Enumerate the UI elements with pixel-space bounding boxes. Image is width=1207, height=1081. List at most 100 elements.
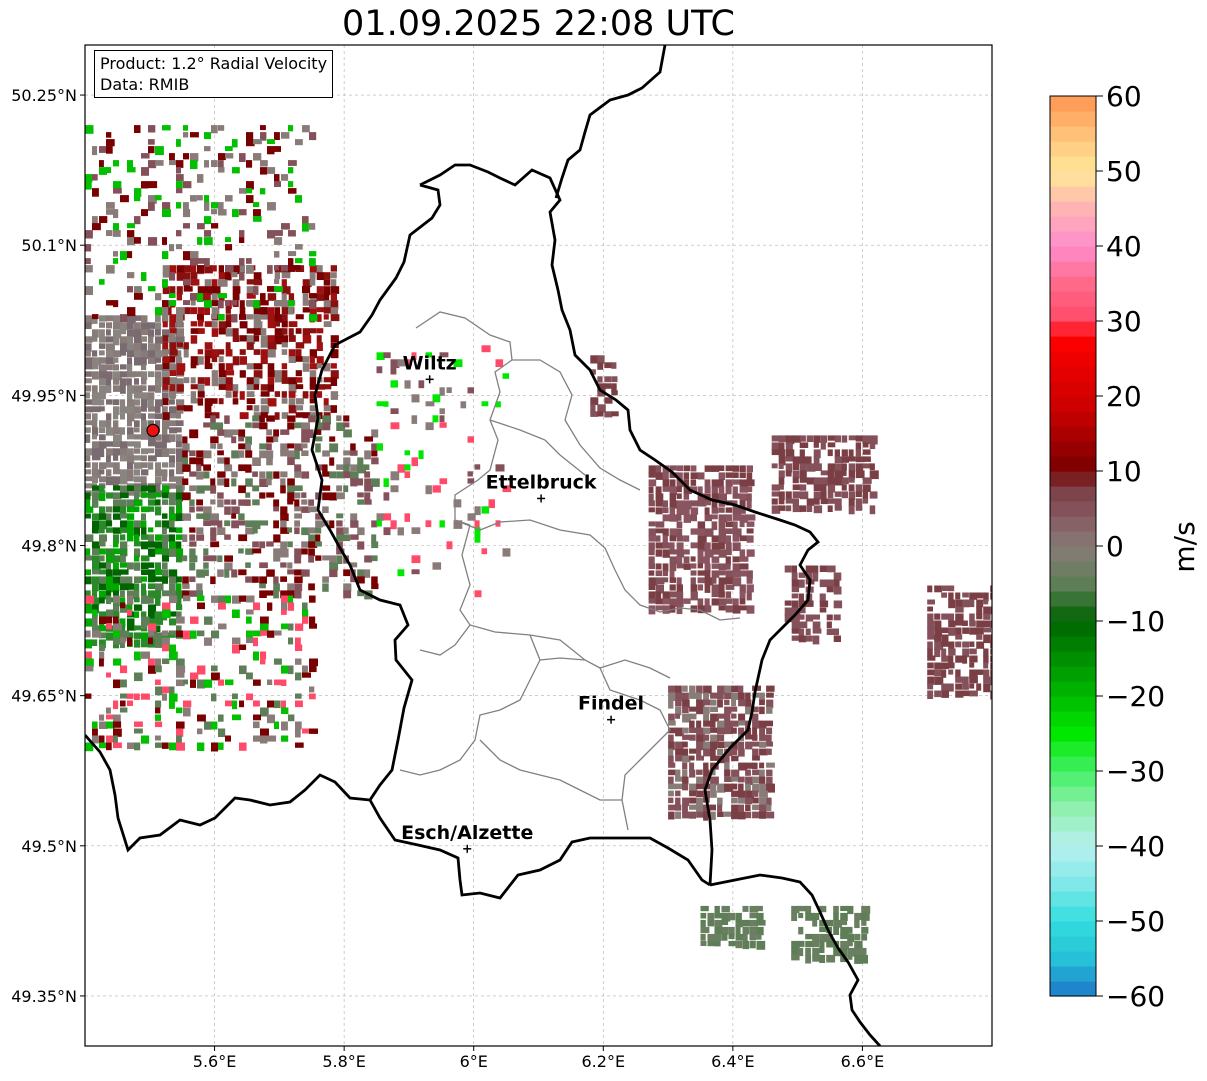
- echo-cell: [689, 797, 698, 804]
- echo-cell: [717, 734, 725, 742]
- echo-cell: [309, 279, 316, 286]
- echo-cell: [364, 450, 371, 460]
- echo-cell: [176, 420, 184, 426]
- echo-cell: [106, 167, 112, 173]
- echo-cell: [218, 314, 225, 321]
- echo-cell: [376, 520, 382, 527]
- echo-cell: [246, 335, 256, 345]
- echo-cell: [316, 335, 322, 343]
- echo-cell: [106, 146, 113, 154]
- echo-cell: [812, 912, 820, 920]
- echo-cell: [92, 597, 100, 605]
- echo-cell: [274, 146, 281, 152]
- echo-cell: [302, 665, 308, 674]
- echo-cell: [662, 500, 668, 508]
- echo-cell: [791, 947, 799, 957]
- echo-cell: [294, 471, 301, 478]
- echo-cell: [239, 300, 245, 309]
- echo-cell: [725, 556, 731, 566]
- echo-cell: [176, 616, 185, 624]
- echo-cell: [92, 223, 101, 231]
- echo-cell: [791, 614, 800, 624]
- echo-cell: [731, 727, 737, 734]
- echo-cell: [141, 392, 149, 401]
- echo-cell: [218, 272, 228, 280]
- echo-cell: [148, 371, 155, 378]
- echo-cell: [826, 565, 836, 573]
- echo-cell: [728, 933, 735, 940]
- echo-cell: [371, 534, 377, 544]
- echo-cell: [106, 329, 111, 336]
- echo-cell: [211, 349, 220, 358]
- echo-cell: [176, 462, 183, 471]
- echo-cell: [155, 476, 162, 485]
- echo-cell: [704, 514, 712, 522]
- echo-cell: [805, 940, 815, 948]
- echo-cell: [162, 434, 171, 443]
- colorbar-swatch: [1050, 621, 1096, 637]
- echo-cell: [330, 272, 337, 279]
- echo-cell: [231, 513, 237, 519]
- echo-cell: [127, 462, 134, 470]
- echo-cell: [350, 520, 359, 528]
- echo-cell: [190, 363, 197, 369]
- echo-cell: [724, 783, 733, 792]
- echo-cell: [113, 300, 119, 308]
- colorbar-swatch: [1050, 546, 1096, 562]
- echo-cell: [231, 429, 239, 436]
- echo-cell: [197, 237, 203, 245]
- colorbar-swatch: [1050, 246, 1096, 262]
- echo-cell: [668, 734, 674, 743]
- echo-cell: [260, 335, 268, 343]
- echo-cell: [301, 541, 310, 548]
- echo-cell: [113, 611, 120, 618]
- echo-cell: [218, 384, 228, 390]
- echo-cell: [155, 639, 164, 648]
- colorbar-swatch: [1050, 141, 1096, 157]
- echo-cell: [323, 363, 331, 372]
- echo-cell: [295, 384, 304, 390]
- echo-cell: [231, 506, 240, 514]
- echo-cell: [162, 202, 171, 210]
- echo-cell: [404, 513, 410, 522]
- echo-cell: [176, 625, 182, 634]
- echo-cell: [295, 328, 302, 334]
- echo-cell: [162, 398, 169, 406]
- echo-cell: [211, 321, 218, 328]
- echo-cell: [176, 293, 182, 301]
- echo-cell: [371, 520, 378, 528]
- echo-cell: [239, 321, 248, 329]
- colorbar-tick-label: 30: [1106, 305, 1142, 338]
- echo-cell: [766, 741, 773, 747]
- echo-cell: [267, 286, 275, 292]
- echo-cell: [120, 499, 127, 507]
- echo-cell: [728, 912, 736, 921]
- echo-cell: [833, 947, 841, 957]
- echo-cell: [106, 427, 115, 436]
- echo-cell: [495, 464, 505, 472]
- echo-cell: [267, 370, 275, 378]
- echo-cell: [302, 335, 312, 344]
- echo-cell: [245, 499, 251, 506]
- echo-cell: [260, 132, 267, 141]
- echo-cell: [700, 912, 707, 919]
- echo-cell: [127, 399, 135, 409]
- colorbar-swatch: [1050, 516, 1096, 532]
- echo-cell: [604, 376, 612, 383]
- echo-cell: [330, 293, 337, 301]
- echo-cell: [203, 422, 211, 428]
- echo-cell: [721, 926, 729, 935]
- echo-cell: [806, 498, 814, 506]
- echo-cell: [239, 258, 245, 266]
- echo-cell: [927, 662, 934, 669]
- echo-cell: [169, 590, 177, 600]
- echo-cell: [176, 604, 183, 611]
- colorbar-swatch: [1050, 411, 1096, 427]
- echo-cell: [190, 356, 199, 366]
- echo-cell: [252, 576, 259, 583]
- echo-cell: [190, 630, 197, 639]
- echo-cell: [791, 905, 800, 914]
- echo-cell: [253, 602, 261, 611]
- echo-cell: [127, 476, 134, 482]
- echo-cell: [148, 146, 155, 154]
